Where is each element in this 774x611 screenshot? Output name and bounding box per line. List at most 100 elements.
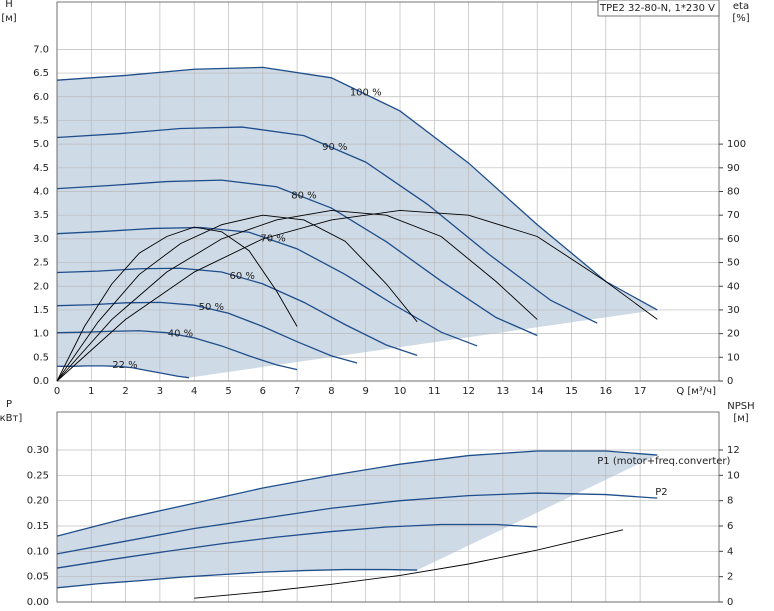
curve-label: 100 % xyxy=(350,87,382,98)
x-tick-label: 14 xyxy=(531,386,544,397)
y2-axis-label: eta xyxy=(733,1,749,12)
y2-tick-label: 30 xyxy=(727,305,740,316)
x-axis-label: Q [м³/ч] xyxy=(676,386,716,397)
curve xyxy=(56,301,358,364)
curve xyxy=(57,365,190,379)
curve-label: 90 % xyxy=(322,142,347,153)
y-tick-label: 0.05 xyxy=(27,572,49,583)
y-tick-label: 5.0 xyxy=(33,139,49,150)
secondary-curve xyxy=(194,529,624,599)
operating-region xyxy=(57,451,658,588)
y2-tick-label: 2 xyxy=(727,572,733,583)
secondary-curve xyxy=(56,209,658,382)
x-tick-label: 11 xyxy=(428,386,441,397)
y2-tick-label: 90 xyxy=(727,163,740,174)
x-tick-label: 17 xyxy=(634,386,647,397)
x-tick-label: 2 xyxy=(122,386,128,397)
x-tick-label: 13 xyxy=(497,386,510,397)
secondary-curve xyxy=(56,226,298,382)
y-tick-label: 0.10 xyxy=(27,546,49,557)
curve xyxy=(56,179,538,337)
x-tick-label: 16 xyxy=(599,386,612,397)
y-tick-label: 4.0 xyxy=(33,187,49,198)
x-tick-label: 5 xyxy=(225,386,231,397)
curve xyxy=(56,330,298,371)
y2-tick-label: 100 xyxy=(727,139,746,150)
y-tick-label: 3.0 xyxy=(33,234,49,245)
curve xyxy=(56,66,658,311)
y2-axis-label: [м] xyxy=(733,413,748,424)
x-tick-label: 0 xyxy=(54,386,60,397)
title-box xyxy=(597,0,720,17)
y2-tick-label: 8 xyxy=(727,496,733,507)
curve-label: 22 % xyxy=(112,360,137,371)
y-tick-label: 5.5 xyxy=(33,115,49,126)
y2-tick-label: 70 xyxy=(727,210,740,221)
y2-axis-label: [%] xyxy=(732,13,749,24)
y2-tick-label: 80 xyxy=(727,187,740,198)
y2-tick-label: 0 xyxy=(727,597,733,608)
y-tick-label: 0.15 xyxy=(27,521,49,532)
curve xyxy=(56,523,538,569)
y-axis-label: [м] xyxy=(1,13,16,24)
y2-axis-label: NPSH xyxy=(727,401,754,412)
y-tick-label: 1.0 xyxy=(33,329,49,340)
y-tick-label: 3.5 xyxy=(33,210,49,221)
y2-tick-label: 4 xyxy=(727,546,733,557)
y-axis-label: H xyxy=(5,0,13,10)
x-tick-label: 12 xyxy=(462,386,475,397)
y2-tick-label: 6 xyxy=(727,521,733,532)
y-tick-label: 2.5 xyxy=(33,258,49,269)
x-tick-label: 6 xyxy=(260,386,266,397)
x-tick-label: 8 xyxy=(328,386,334,397)
x-tick-label: 1 xyxy=(88,386,94,397)
y-tick-label: 2.0 xyxy=(33,281,49,292)
x-tick-label: 15 xyxy=(565,386,578,397)
secondary-curve xyxy=(56,209,538,382)
curve-label: 60 % xyxy=(230,271,255,282)
y-tick-label: 6.0 xyxy=(33,92,49,103)
curve-label: P1 (motor+freq.converter) xyxy=(597,456,730,467)
y-tick-label: 0.00 xyxy=(27,597,49,608)
curve xyxy=(56,568,418,589)
y-axis-label: P xyxy=(6,399,12,410)
operating-region xyxy=(57,67,658,378)
y2-tick-label: 12 xyxy=(727,445,740,456)
secondary-curve xyxy=(56,214,418,382)
curve xyxy=(56,492,658,555)
y-tick-label: 4.5 xyxy=(33,163,49,174)
y2-tick-label: 40 xyxy=(727,281,740,292)
y-tick-label: 6.5 xyxy=(33,68,49,79)
x-tick-label: 3 xyxy=(157,386,163,397)
x-tick-label: 10 xyxy=(394,386,407,397)
curve-label: 80 % xyxy=(291,190,316,201)
plot-frame xyxy=(56,411,720,603)
y2-tick-label: 50 xyxy=(727,258,740,269)
y-tick-label: 1.5 xyxy=(33,305,49,316)
y2-tick-label: 10 xyxy=(727,352,740,363)
curve-label: 40 % xyxy=(168,328,193,339)
y-tick-label: 0.20 xyxy=(27,496,49,507)
y-tick-label: 0.5 xyxy=(33,352,49,363)
curve-label: 70 % xyxy=(260,234,285,245)
curve xyxy=(56,126,598,324)
y2-tick-label: 0 xyxy=(727,376,733,387)
y-axis-label: [кВт] xyxy=(0,413,22,424)
x-tick-label: 4 xyxy=(191,386,197,397)
y2-tick-label: 10 xyxy=(727,470,740,481)
curve-label: 50 % xyxy=(199,302,224,313)
curve xyxy=(56,267,418,357)
y-tick-label: 0.30 xyxy=(27,445,49,456)
y2-tick-label: 60 xyxy=(727,234,740,245)
curve xyxy=(56,226,478,347)
y2-tick-label: 20 xyxy=(727,329,740,340)
x-tick-label: 9 xyxy=(363,386,369,397)
x-tick-label: 7 xyxy=(294,386,300,397)
y-tick-label: 0.25 xyxy=(27,470,49,481)
plot-frame xyxy=(56,1,720,382)
y-tick-label: 7.0 xyxy=(33,44,49,55)
chart-title: TPE2 32-80-N, 1*230 V xyxy=(599,3,715,14)
y-tick-label: 0.0 xyxy=(33,376,49,387)
curve-label: P2 xyxy=(655,487,667,498)
